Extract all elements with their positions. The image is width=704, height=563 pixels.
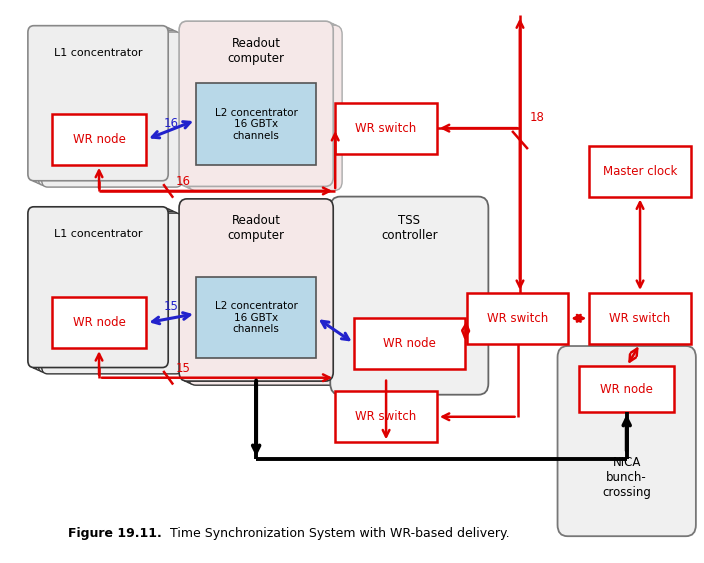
Text: Figure 19.11.: Figure 19.11. [68, 528, 162, 540]
FancyBboxPatch shape [38, 212, 179, 372]
Text: WR node: WR node [73, 316, 125, 329]
Text: 15: 15 [164, 301, 179, 314]
Text: WR switch: WR switch [356, 122, 417, 135]
Bar [335, 391, 437, 443]
Text: WR node: WR node [383, 337, 436, 350]
Text: 15: 15 [175, 362, 191, 375]
Text: Master clock: Master clock [603, 164, 677, 178]
FancyBboxPatch shape [179, 199, 333, 381]
Bar [467, 293, 568, 344]
Text: Time Synchronization System with WR-based delivery.: Time Synchronization System with WR-base… [163, 528, 510, 540]
Text: Readout
computer: Readout computer [227, 215, 284, 242]
Text: WR node: WR node [73, 133, 125, 146]
Bar [51, 114, 146, 165]
Text: L2 concentrator
16 GBTx
channels: L2 concentrator 16 GBTx channels [215, 108, 298, 141]
Bar [589, 146, 691, 196]
FancyBboxPatch shape [38, 30, 179, 186]
Text: TSS
controller: TSS controller [381, 215, 438, 242]
Text: NICA
bunch-
crossing: NICA bunch- crossing [602, 456, 651, 499]
FancyBboxPatch shape [182, 200, 337, 382]
FancyBboxPatch shape [42, 32, 182, 187]
Text: WR switch: WR switch [487, 312, 548, 325]
FancyBboxPatch shape [28, 207, 168, 368]
FancyBboxPatch shape [34, 29, 175, 184]
FancyBboxPatch shape [330, 196, 489, 395]
Bar [51, 297, 146, 348]
FancyBboxPatch shape [558, 346, 696, 536]
Text: L2 concentrator
16 GBTx
channels: L2 concentrator 16 GBTx channels [215, 301, 298, 334]
FancyBboxPatch shape [28, 26, 168, 181]
Bar [354, 318, 465, 369]
Bar [335, 102, 437, 154]
FancyBboxPatch shape [185, 202, 339, 384]
FancyBboxPatch shape [185, 24, 339, 189]
Bar [589, 293, 691, 344]
Text: WR node: WR node [601, 382, 653, 396]
FancyBboxPatch shape [188, 203, 342, 385]
Bar [196, 83, 316, 165]
Bar [196, 277, 316, 359]
Text: WR switch: WR switch [610, 312, 671, 325]
FancyBboxPatch shape [32, 208, 172, 369]
Text: L1 concentrator: L1 concentrator [54, 229, 142, 239]
FancyBboxPatch shape [188, 25, 342, 190]
FancyBboxPatch shape [179, 21, 333, 186]
FancyBboxPatch shape [42, 213, 182, 374]
Text: L1 concentrator: L1 concentrator [54, 48, 142, 58]
FancyBboxPatch shape [34, 210, 175, 370]
Text: 16: 16 [163, 117, 179, 130]
Text: 18: 18 [530, 111, 545, 124]
Text: 16: 16 [175, 176, 191, 189]
FancyBboxPatch shape [32, 27, 172, 182]
Text: WR switch: WR switch [356, 410, 417, 423]
Bar [579, 367, 674, 412]
FancyBboxPatch shape [182, 23, 337, 188]
Text: Readout
computer: Readout computer [227, 37, 284, 65]
